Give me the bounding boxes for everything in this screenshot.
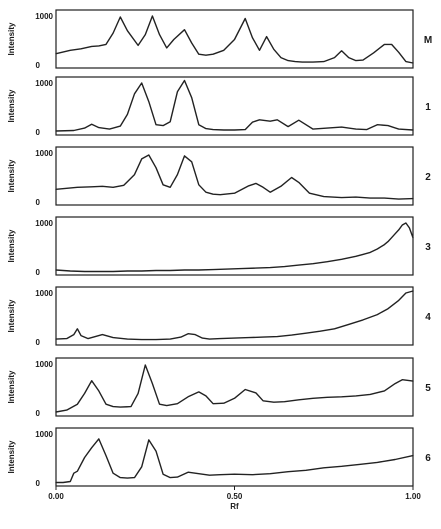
chart-panel: 1000 0 Intensity 1 — [7, 76, 431, 137]
y-axis-label: Intensity — [7, 299, 16, 332]
chart-panel: 1000 0 Intensity 5 — [7, 357, 431, 418]
panel-label: 6 — [425, 453, 431, 464]
panel-label: 5 — [425, 383, 431, 394]
y-axis-label: Intensity — [7, 22, 16, 55]
y-tick-label: 1000 — [35, 12, 53, 21]
chart-panel: 1000 0 Intensity 6 — [7, 427, 431, 488]
x-tick-label: 1.00 — [405, 492, 421, 501]
panel-frame — [55, 9, 414, 69]
y-tick-label: 0 — [36, 268, 41, 277]
panel-frame — [55, 427, 414, 487]
y-tick-label: 0 — [36, 479, 41, 488]
panel-label: M — [424, 35, 432, 46]
y-tick-label: 0 — [36, 338, 41, 347]
x-tick-label: 0.50 — [227, 492, 243, 501]
series-line — [55, 154, 414, 200]
y-tick-label: 1000 — [35, 79, 53, 88]
chart-panel: 1000 0 Intensity 2 — [7, 146, 431, 207]
y-tick-label: 1000 — [35, 289, 53, 298]
panel-label: 1 — [425, 102, 431, 113]
y-axis-label: Intensity — [7, 89, 16, 122]
chart-panel: 1000 0 Intensity 4 — [7, 286, 431, 347]
y-tick-label: 1000 — [35, 430, 53, 439]
y-tick-label: 1000 — [35, 219, 53, 228]
y-axis-label: Intensity — [7, 440, 16, 473]
y-axis-label: Intensity — [7, 229, 16, 262]
series-line — [55, 364, 414, 413]
y-axis-label: Intensity — [7, 159, 16, 192]
panel-frame — [55, 76, 414, 136]
series-line — [55, 79, 414, 132]
panel-frame — [55, 286, 414, 346]
chart-panel: 1000 0 Intensity M — [7, 9, 432, 70]
series-line — [55, 15, 414, 64]
y-tick-label: 0 — [36, 409, 41, 418]
chart-panel: 1000 0 Intensity 3 — [7, 216, 431, 277]
chart-panels: 1000 0 Intensity M 1000 0 Intensity 1 1000 0 Inten… — [7, 9, 432, 490]
panel-frame — [55, 146, 414, 206]
x-axis-label: Rf — [230, 502, 239, 511]
x-tick-label: 0.00 — [48, 492, 64, 501]
y-tick-label: 1000 — [35, 149, 53, 158]
series-line — [55, 438, 414, 484]
y-tick-label: 1000 — [35, 360, 53, 369]
y-tick-label: 0 — [36, 198, 41, 207]
series-line — [55, 290, 414, 341]
y-tick-label: 0 — [36, 61, 41, 70]
panel-label: 3 — [425, 242, 431, 253]
x-axis: 0.00 0.50 1.00 Rf — [48, 492, 421, 511]
panel-label: 2 — [425, 172, 431, 183]
series-line — [55, 222, 414, 273]
panel-frame — [55, 357, 414, 417]
y-tick-label: 0 — [36, 128, 41, 137]
panel-label: 4 — [425, 312, 431, 323]
panel-frame — [55, 216, 414, 276]
y-axis-label: Intensity — [7, 370, 16, 403]
